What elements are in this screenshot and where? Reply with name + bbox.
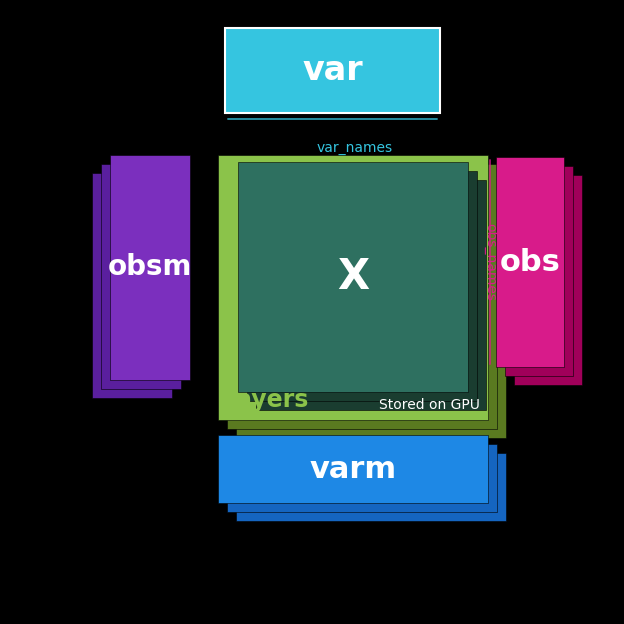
Text: obs: obs — [500, 248, 560, 276]
Bar — [110, 155, 190, 380]
Text: var: var — [302, 54, 363, 87]
Bar — [227, 164, 497, 429]
Bar — [227, 444, 497, 512]
Bar — [236, 453, 506, 521]
Text: varm: varm — [310, 454, 397, 484]
Bar — [225, 28, 440, 113]
Bar — [496, 157, 564, 367]
Text: X: X — [337, 256, 369, 298]
Bar — [247, 171, 477, 401]
Bar — [514, 175, 582, 385]
Bar — [236, 173, 506, 438]
Text: layers: layers — [228, 388, 308, 412]
Text: Stored on GPU: Stored on GPU — [379, 398, 480, 412]
Text: obs_names: obs_names — [483, 223, 497, 301]
Bar — [218, 155, 488, 420]
Bar — [505, 166, 573, 376]
Text: obsm: obsm — [108, 253, 192, 281]
Bar — [92, 173, 172, 398]
Text: var_names: var_names — [317, 141, 393, 155]
Bar — [256, 180, 486, 410]
Bar — [238, 162, 468, 392]
Bar — [101, 164, 181, 389]
Bar — [218, 435, 488, 503]
